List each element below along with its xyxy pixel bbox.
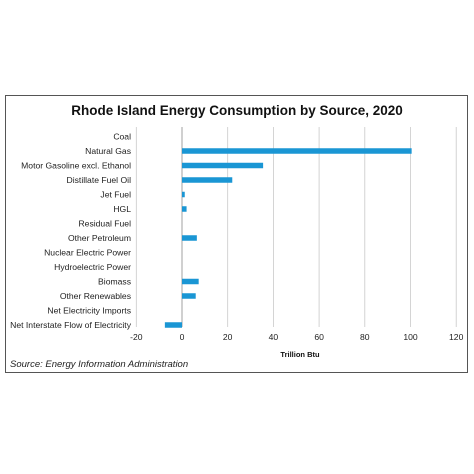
category-label: Jet Fuel (100, 190, 131, 200)
x-tick-label: 80 (360, 332, 370, 342)
bar (182, 293, 196, 299)
bar (182, 278, 199, 285)
bar (182, 177, 233, 183)
bar (182, 235, 197, 241)
x-tick-label: 60 (314, 332, 324, 342)
category-label: Net Electricity Imports (47, 306, 131, 316)
category-label: Coal (113, 132, 131, 142)
bar (164, 322, 182, 328)
chart-title: Rhode Island Energy Consumption by Sourc… (71, 103, 403, 118)
bar (182, 162, 264, 169)
category-label: Motor Gasoline excl. Ethanol (21, 161, 131, 171)
category-label: Natural Gas (85, 146, 131, 156)
x-tick-label: 40 (269, 332, 279, 342)
category-label: Other Renewables (60, 291, 131, 301)
x-tick-label: -20 (130, 332, 143, 342)
x-tick-label: 120 (449, 332, 464, 342)
bars (164, 148, 412, 328)
bar (182, 191, 185, 198)
x-axis-label: Trillion Btu (280, 350, 320, 359)
x-tick-label: 100 (403, 332, 418, 342)
bar (182, 148, 412, 154)
category-label: Hydroelectric Power (54, 262, 131, 272)
chart-frame (5, 95, 468, 373)
category-label: Net Interstate Flow of Electricity (10, 320, 132, 330)
category-label: Distillate Fuel Oil (67, 175, 132, 185)
category-label: Biomass (98, 277, 131, 287)
category-labels: Coal Natural Gas Motor Gasoline excl. Etha… (10, 132, 132, 331)
category-label: Residual Fuel (78, 219, 131, 229)
bar (182, 206, 187, 212)
source-note: Source: Energy Information Administratio… (10, 359, 188, 370)
x-tick-labels: -20 0 20 40 60 80 100 120 (130, 332, 463, 342)
category-label: HGL (113, 204, 131, 214)
category-label: Other Petroleum (68, 233, 131, 243)
category-label: Nuclear Electric Power (44, 248, 131, 258)
x-tick-label: 0 (180, 332, 185, 342)
x-tick-label: 20 (223, 332, 233, 342)
